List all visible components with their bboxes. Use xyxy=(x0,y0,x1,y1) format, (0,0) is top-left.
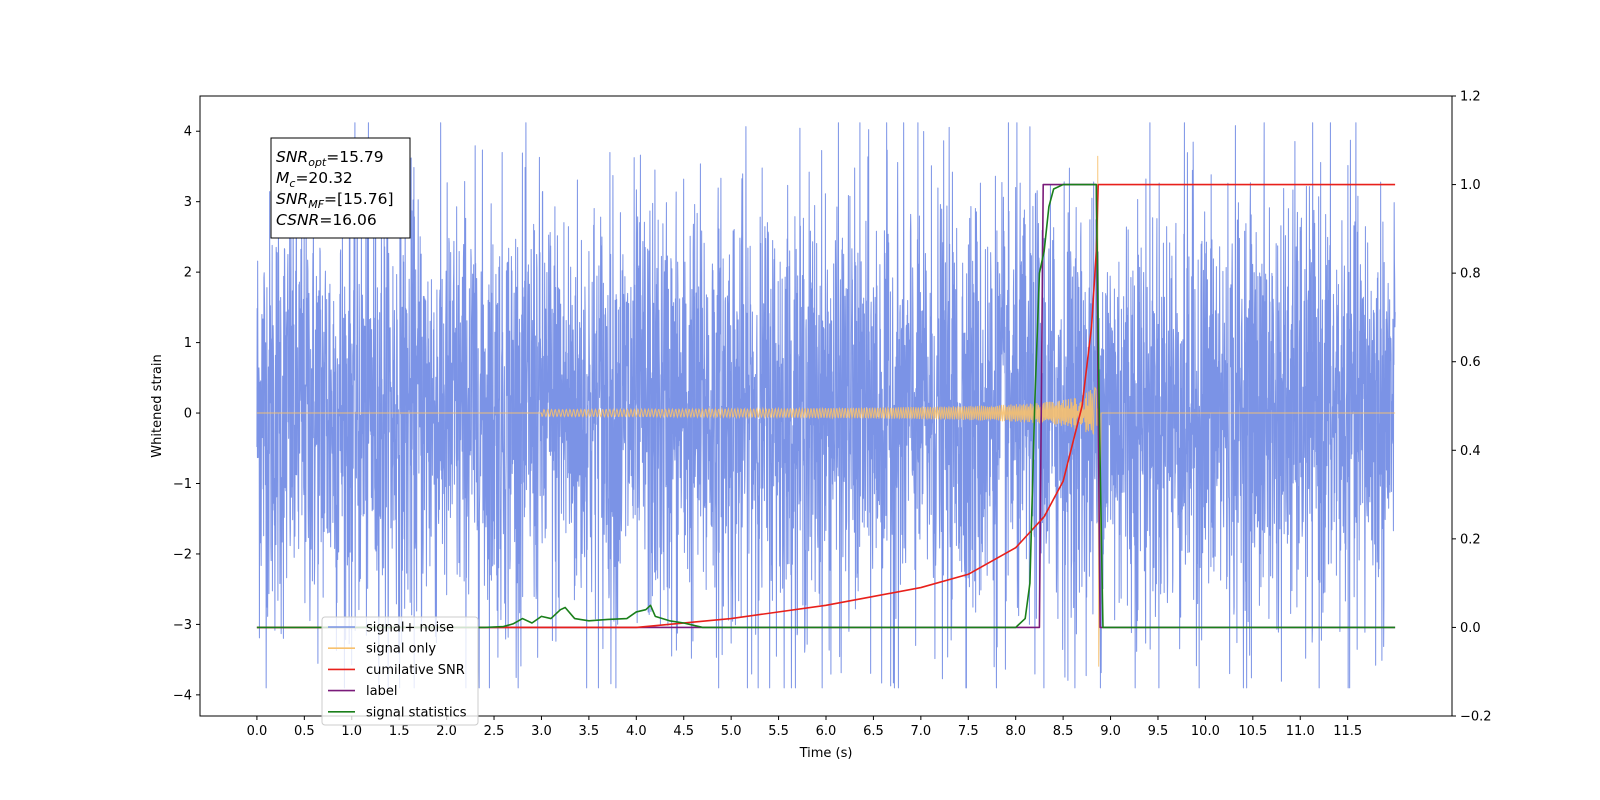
x-axis-ticks: 0.0 0.5 1.0 1.5 2.0 2.5 3.0 3.5 4.0 4.5 5.0 5.5 6.0 6… xyxy=(247,716,1362,739)
legend-label: signal+ noise xyxy=(366,621,454,636)
x-tick-label: 2.5 xyxy=(484,724,505,739)
legend: signal+ noise signal only cumilative SNR la… xyxy=(321,616,479,726)
y-left-tick-label: 4 xyxy=(184,125,192,140)
stats-line: Mc=20.32 xyxy=(276,169,353,190)
stats-line-value: =[15.76] xyxy=(324,190,393,208)
stats-annotation-box: SNRopt=15.79Mc=20.32SNRMF=[15.76]CSNR=16… xyxy=(270,137,411,239)
series-signal-statistics xyxy=(256,183,1396,629)
stats-box-frame xyxy=(270,137,411,239)
y-right-tick-label: 0.2 xyxy=(1460,532,1481,547)
y-left-tick-label: −3 xyxy=(173,618,192,633)
series-layer xyxy=(256,122,1396,689)
x-tick-label: 1.0 xyxy=(341,724,362,739)
x-tick-label: 11.0 xyxy=(1286,724,1315,739)
x-tick-label: 10.0 xyxy=(1191,724,1220,739)
x-tick-label: 2.0 xyxy=(436,724,457,739)
stats-line-value: =20.32 xyxy=(295,169,352,187)
x-tick-label: 9.0 xyxy=(1100,724,1121,739)
series-cumulative-snr xyxy=(256,183,1396,629)
stats-line-value: =16.06 xyxy=(319,211,376,229)
x-tick-label: 6.0 xyxy=(816,724,837,739)
x-tick-label: 8.5 xyxy=(1053,724,1074,739)
x-tick-label: 4.5 xyxy=(673,724,694,739)
y-right-tick-label: 0.4 xyxy=(1460,444,1481,459)
x-tick-label: 4.0 xyxy=(626,724,647,739)
x-tick-label: 7.0 xyxy=(911,724,932,739)
y-left-tick-label: −1 xyxy=(173,477,192,492)
series-signal-noise xyxy=(256,122,1396,689)
x-tick-label: 6.5 xyxy=(863,724,884,739)
x-tick-label: 0.5 xyxy=(294,724,315,739)
y-left-tick-label: −2 xyxy=(173,547,192,562)
y-left-tick-label: 1 xyxy=(184,336,192,351)
legend-label: signal statistics xyxy=(366,705,467,720)
y-axis-right-ticks: 1.2 1.0 0.8 0.6 0.4 0.2 0.0 −0.2 xyxy=(1452,90,1492,725)
x-tick-label: 8.0 xyxy=(1005,724,1026,739)
y-right-tick-label: −0.2 xyxy=(1460,710,1492,725)
x-tick-label: 11.5 xyxy=(1333,724,1362,739)
stats-line: CSNR=16.06 xyxy=(276,211,377,229)
x-tick-label: 0.0 xyxy=(247,724,268,739)
y-right-tick-label: 0.6 xyxy=(1460,355,1481,370)
stats-line-subscript: opt xyxy=(308,156,327,169)
x-tick-label: 3.5 xyxy=(579,724,600,739)
stats-line-symbol: M xyxy=(276,169,289,187)
y-right-tick-label: 1.2 xyxy=(1460,90,1481,105)
y-right-tick-label: 0.8 xyxy=(1460,267,1481,282)
stats-line-symbol: SNR xyxy=(276,190,308,208)
y-axis-left-ticks: 4 3 2 1 0 −1 −2 −3 −4 xyxy=(173,125,200,703)
stats-line-value: =15.79 xyxy=(326,148,383,166)
stats-line-symbol: SNR xyxy=(276,148,308,166)
legend-label: signal only xyxy=(366,642,436,657)
x-tick-label: 3.0 xyxy=(531,724,552,739)
x-tick-label: 1.5 xyxy=(389,724,410,739)
y-axis-label: Whitened strain xyxy=(150,354,165,457)
stats-line-subscript: c xyxy=(289,177,295,190)
y-right-tick-label: 1.0 xyxy=(1460,178,1481,193)
plot-area xyxy=(199,95,1453,717)
stats-line: SNRopt=15.79 xyxy=(276,148,384,169)
x-tick-label: 5.0 xyxy=(721,724,742,739)
stats-line: SNRMF=[15.76] xyxy=(276,190,394,211)
stats-line-subscript: MF xyxy=(308,198,324,211)
x-tick-label: 5.5 xyxy=(768,724,789,739)
y-left-tick-label: 2 xyxy=(184,266,192,281)
y-left-tick-label: 0 xyxy=(184,407,192,422)
legend-frame xyxy=(321,616,479,726)
y-right-tick-label: 0.0 xyxy=(1460,621,1481,636)
legend-label: cumilative SNR xyxy=(366,663,465,678)
y-left-tick-label: −4 xyxy=(173,688,192,703)
stats-line-symbol: CSNR xyxy=(276,211,319,229)
x-tick-label: 10.5 xyxy=(1238,724,1267,739)
series-signal-only xyxy=(256,155,1396,667)
y-left-tick-label: 3 xyxy=(184,195,192,210)
x-tick-label: 7.5 xyxy=(958,724,979,739)
x-tick-label: 9.5 xyxy=(1148,724,1169,739)
legend-label: label xyxy=(366,684,397,699)
x-axis-label: Time (s) xyxy=(799,746,853,761)
